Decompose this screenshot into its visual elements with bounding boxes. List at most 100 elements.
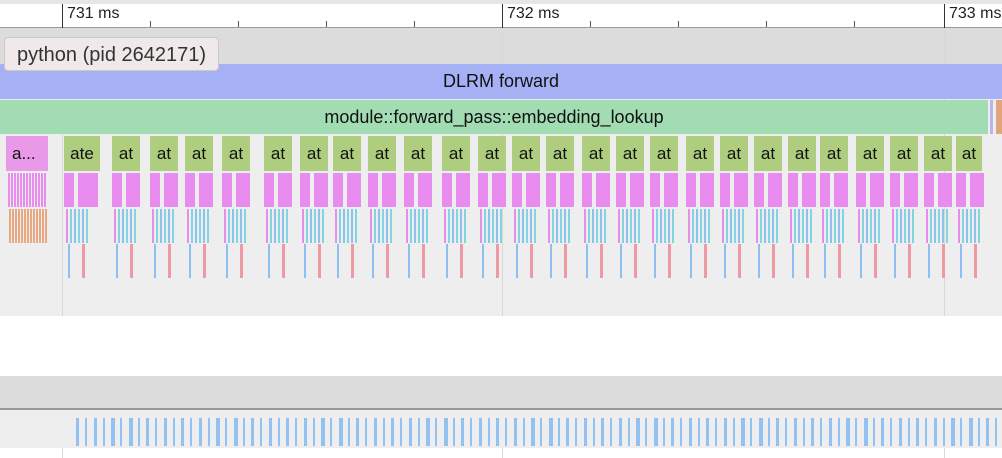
- gpu-kernel-slice[interactable]: [916, 418, 919, 446]
- gpu-kernel-slice[interactable]: [733, 418, 735, 446]
- gpu-kernel-slice[interactable]: [496, 418, 499, 446]
- gpu-kernel-slice[interactable]: [286, 418, 289, 446]
- gpu-kernel-slice[interactable]: [899, 418, 902, 446]
- gpu-kernel-slice[interactable]: [391, 418, 394, 446]
- gpu-kernel-slice[interactable]: [76, 418, 79, 446]
- gpu-kernel-slice[interactable]: [820, 418, 822, 446]
- gpu-kernel-slice[interactable]: [164, 418, 167, 446]
- slice-dlrm-forward[interactable]: DLRM forward: [0, 64, 1002, 99]
- slice-small-purple[interactable]: [990, 100, 993, 134]
- slice-op[interactable]: at: [890, 136, 918, 171]
- gpu-kernel-slice[interactable]: [698, 418, 700, 446]
- slice-op[interactable]: at: [222, 136, 250, 171]
- gpu-kernel-slice[interactable]: [811, 418, 814, 446]
- gpu-kernel-slice[interactable]: [706, 418, 709, 446]
- slice-op[interactable]: at: [333, 136, 361, 171]
- gpu-kernel-slice[interactable]: [838, 418, 840, 446]
- gpu-kernel-slice[interactable]: [846, 418, 850, 446]
- gpu-kernel-slice[interactable]: [94, 418, 97, 446]
- gpu-kernel-slice[interactable]: [523, 418, 525, 446]
- gpu-kernel-slice[interactable]: [558, 418, 560, 446]
- gpu-kernel-slice[interactable]: [584, 418, 587, 446]
- gpu-kernel-slice[interactable]: [785, 418, 787, 446]
- gpu-kernel-slice[interactable]: [951, 418, 955, 446]
- slice-op[interactable]: at: [788, 136, 816, 171]
- gpu-kernel-slice[interactable]: [304, 418, 307, 446]
- gpu-kernel-slice[interactable]: [383, 418, 385, 446]
- gpu-kernel-slice[interactable]: [111, 418, 115, 446]
- gpu-kernel-slice[interactable]: [934, 418, 937, 446]
- slice-embedding-lookup[interactable]: module::forward_pass::embedding_lookup: [0, 100, 988, 134]
- gpu-kernel-slice[interactable]: [251, 418, 254, 446]
- gpu-kernel-slice[interactable]: [85, 418, 87, 446]
- slice-op[interactable]: ate: [64, 136, 100, 171]
- slice-op-first[interactable]: a...: [6, 136, 48, 171]
- gpu-kernel-slice[interactable]: [505, 418, 507, 446]
- gpu-kernel-slice[interactable]: [470, 418, 472, 446]
- gpu-kernel-slice[interactable]: [768, 418, 770, 446]
- time-ruler[interactable]: 731 ms 732 ms 733 ms: [0, 0, 1002, 28]
- slice-op[interactable]: at: [720, 136, 748, 171]
- gpu-kernel-slice[interactable]: [750, 418, 752, 446]
- gpu-kernel-slice[interactable]: [208, 418, 210, 446]
- gpu-kernel-slice[interactable]: [724, 418, 727, 446]
- slice-op[interactable]: at: [856, 136, 884, 171]
- gpu-kernel-slice[interactable]: [479, 418, 482, 446]
- gpu-kernel-slice[interactable]: [155, 418, 157, 446]
- slice-op[interactable]: at: [754, 136, 782, 171]
- slice-op[interactable]: at: [956, 136, 982, 171]
- gpu-kernel-slice[interactable]: [943, 418, 945, 446]
- gpu-kernel-slice[interactable]: [488, 418, 490, 446]
- gpu-kernel-slice[interactable]: [295, 418, 297, 446]
- slice-op[interactable]: at: [185, 136, 213, 171]
- gpu-kernel-slice[interactable]: [671, 418, 674, 446]
- gpu-kernel-slice[interactable]: [216, 418, 220, 446]
- gpu-kernel-slice[interactable]: [199, 418, 202, 446]
- gpu-kernel-slice[interactable]: [654, 418, 658, 446]
- gpu-kernel-slice[interactable]: [374, 418, 377, 446]
- gpu-kernel-slice[interactable]: [173, 418, 175, 446]
- slice-op[interactable]: at: [478, 136, 506, 171]
- gpu-kernel-slice[interactable]: [925, 418, 927, 446]
- gpu-kernel-slice[interactable]: [129, 418, 133, 446]
- gpu-kernel-slice[interactable]: [549, 418, 553, 446]
- gpu-kernel-slice[interactable]: [741, 418, 745, 446]
- gpu-kernel-slice[interactable]: [365, 418, 367, 446]
- gpu-kernel-slice[interactable]: [181, 418, 184, 446]
- gpu-kernel-slice[interactable]: [190, 418, 192, 446]
- gpu-kernel-slice[interactable]: [243, 418, 245, 446]
- gpu-kernel-slice[interactable]: [461, 418, 464, 446]
- gpu-kernel-slice[interactable]: [995, 418, 997, 446]
- slice-op[interactable]: at: [368, 136, 396, 171]
- gpu-track-header[interactable]: [0, 376, 1002, 408]
- gpu-kernel-slice[interactable]: [978, 418, 980, 446]
- gpu-kernel-slice[interactable]: [794, 418, 797, 446]
- slice-op[interactable]: at: [404, 136, 432, 171]
- slice-op[interactable]: at: [264, 136, 292, 171]
- slice-op[interactable]: at: [650, 136, 678, 171]
- gpu-kernel-slice[interactable]: [356, 418, 359, 446]
- gpu-kernel-slice[interactable]: [689, 418, 692, 446]
- gpu-kernel-slice[interactable]: [759, 418, 763, 446]
- gpu-kernel-slice[interactable]: [680, 418, 682, 446]
- gpu-kernel-slice[interactable]: [881, 418, 884, 446]
- gpu-kernel-slice[interactable]: [444, 418, 448, 446]
- gpu-kernel-slice[interactable]: [409, 418, 412, 446]
- slice-op[interactable]: at: [300, 136, 328, 171]
- gpu-kernel-slice[interactable]: [120, 418, 122, 446]
- gpu-kernel-slice[interactable]: [339, 418, 343, 446]
- slice-op[interactable]: at: [820, 136, 848, 171]
- gpu-kernel-slice[interactable]: [225, 418, 227, 446]
- gpu-kernel-slice[interactable]: [400, 418, 402, 446]
- gpu-kernel-slice[interactable]: [531, 418, 535, 446]
- gpu-kernel-slice[interactable]: [278, 418, 280, 446]
- gpu-kernel-slice[interactable]: [986, 418, 989, 446]
- slice-op[interactable]: at: [546, 136, 574, 171]
- slice-op[interactable]: at: [616, 136, 644, 171]
- slice-op[interactable]: at: [582, 136, 610, 171]
- gpu-kernel-slice[interactable]: [663, 418, 665, 446]
- gpu-kernel-slice[interactable]: [146, 418, 149, 446]
- gpu-kernel-slice[interactable]: [864, 418, 868, 446]
- slice-small-orange[interactable]: [996, 100, 1002, 134]
- gpu-kernel-slice[interactable]: [575, 418, 577, 446]
